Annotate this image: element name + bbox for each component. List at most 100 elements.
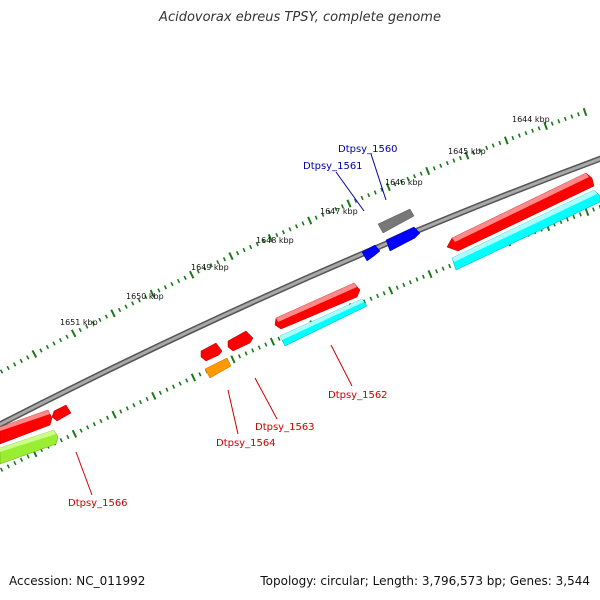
inner-minor-tick [421, 274, 425, 279]
outer-tick-ring [0, 107, 588, 374]
cds-feature-1563[interactable] [227, 330, 254, 352]
genome-backbone [0, 155, 600, 428]
gene-label-1564[interactable]: Dtpsy_1564 [216, 438, 276, 449]
gene-label-1561[interactable]: Dtpsy_1561 [303, 161, 363, 172]
gene-label-1566[interactable]: Dtpsy_1566 [68, 498, 128, 509]
orange-gene-feature-1564[interactable] [204, 357, 232, 379]
callout-line-1566 [75, 451, 93, 496]
outer-major-tick [503, 136, 509, 145]
inner-minor-tick [145, 396, 149, 402]
inner-minor-tick [119, 409, 123, 414]
outer-minor-tick [203, 266, 207, 271]
outer-minor-tick [478, 148, 482, 153]
topology-text: Topology: circular; Length: 3,796,573 bp… [260, 574, 590, 588]
outer-major-tick [110, 309, 116, 318]
inner-minor-tick [13, 460, 17, 466]
outer-major-tick [31, 349, 38, 358]
outer-minor-tick [209, 263, 213, 268]
outer-minor-tick [491, 143, 495, 148]
outer-minor-tick [531, 128, 534, 133]
tick-label-1651: 1651 kbp [60, 318, 98, 327]
cds-feature-right-highlight [452, 173, 589, 242]
inner-minor-tick [132, 403, 136, 408]
outer-minor-tick [104, 314, 109, 319]
outer-minor-tick [255, 241, 259, 247]
inner-major-tick [388, 286, 394, 295]
inner-major-tick [151, 391, 157, 400]
outer-minor-tick [235, 250, 240, 256]
outer-minor-tick [445, 160, 449, 166]
outer-minor-tick [170, 281, 174, 287]
outer-major-tick [425, 166, 431, 176]
grey-gene-feature[interactable] [377, 208, 415, 234]
outer-minor-tick [354, 198, 358, 203]
inner-minor-tick [185, 378, 189, 383]
inner-minor-tick [402, 282, 406, 288]
inner-minor-tick [6, 464, 10, 469]
inner-minor-tick [572, 214, 576, 220]
gene-label-1562[interactable]: Dtpsy_1562 [328, 390, 388, 401]
blue-gene-feature-1560[interactable] [385, 226, 421, 252]
outer-minor-tick [85, 324, 89, 329]
inner-minor-tick [66, 434, 70, 440]
outer-minor-tick [334, 206, 338, 212]
outer-minor-tick [124, 304, 128, 309]
outer-minor-tick [131, 301, 135, 306]
outer-minor-tick [275, 232, 279, 238]
outer-minor-tick [26, 355, 30, 360]
outer-minor-tick [52, 341, 56, 346]
outer-major-tick [464, 151, 470, 160]
outer-major-tick [267, 233, 273, 243]
outer-minor-tick [12, 362, 17, 367]
outer-minor-tick [98, 317, 102, 323]
outer-minor-tick [537, 126, 541, 131]
inner-minor-tick [257, 345, 261, 350]
inner-minor-tick [264, 342, 268, 347]
cds-feature-left-small[interactable] [51, 404, 72, 422]
outer-major-tick [228, 252, 234, 261]
outer-minor-tick [419, 171, 423, 176]
inner-minor-tick [0, 467, 4, 472]
outer-minor-tick [301, 221, 305, 226]
gene-track-right-highlight [452, 190, 597, 262]
cds-feature-small[interactable] [200, 342, 223, 362]
outer-minor-tick [498, 140, 502, 146]
inner-minor-tick [79, 428, 83, 433]
outer-minor-tick [6, 365, 10, 371]
outer-minor-tick [39, 348, 43, 353]
inner-minor-tick [408, 280, 412, 285]
gene-label-1560[interactable]: Dtpsy_1560 [338, 144, 398, 155]
outer-major-tick [582, 107, 588, 117]
inner-minor-tick [369, 296, 373, 301]
cds-feature-left-highlight [0, 410, 50, 431]
outer-minor-tick [373, 190, 377, 195]
outer-major-tick [70, 329, 77, 338]
inner-minor-tick [382, 291, 386, 296]
outer-major-tick [307, 216, 313, 225]
inner-minor-tick [158, 390, 162, 395]
gene-label-1563[interactable]: Dtpsy_1563 [255, 422, 315, 433]
outer-minor-tick [399, 179, 403, 184]
inner-minor-tick [59, 438, 63, 443]
outer-minor-tick [294, 224, 299, 229]
genome-backbone-highlight [0, 157, 600, 427]
outer-minor-tick [163, 285, 168, 290]
outer-minor-tick [511, 135, 515, 141]
tick-label-1647: 1647 kbp [320, 207, 358, 216]
inner-major-tick [190, 373, 197, 382]
inner-minor-tick [395, 285, 399, 290]
inner-minor-tick [105, 415, 110, 420]
outer-minor-tick [78, 327, 82, 333]
inner-minor-tick [237, 354, 242, 359]
outer-minor-tick [91, 321, 95, 326]
outer-minor-tick [249, 244, 253, 250]
blue-gene-feature-1561[interactable] [361, 244, 381, 262]
inner-minor-tick [26, 454, 30, 459]
outer-major-tick [385, 182, 391, 192]
callout-line-1560 [370, 153, 387, 201]
inner-minor-tick [165, 387, 169, 392]
outer-minor-tick [406, 176, 410, 182]
outer-minor-tick [524, 131, 528, 136]
outer-major-tick [149, 289, 155, 298]
